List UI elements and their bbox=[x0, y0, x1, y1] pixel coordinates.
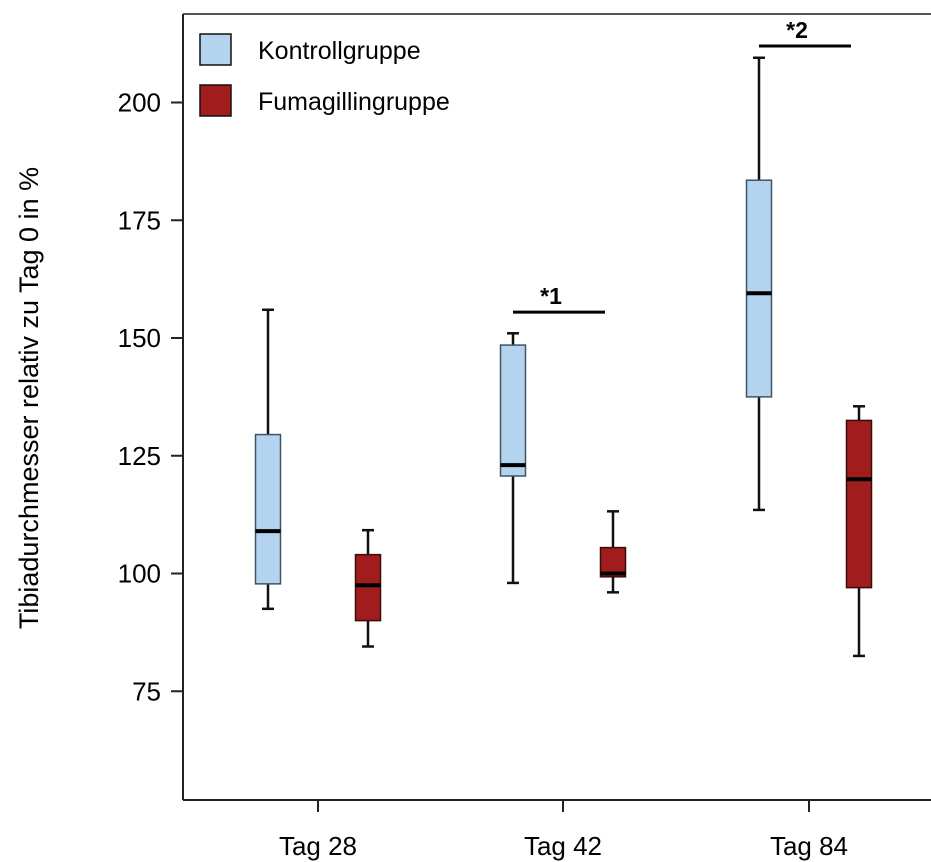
box-fumagillin-2 bbox=[845, 405, 873, 658]
x-tick-label: Tag 28 bbox=[279, 831, 357, 861]
x-tick-label: Tag 42 bbox=[524, 831, 602, 861]
plot-frame bbox=[182, 13, 931, 801]
legend-swatch-fumagillingruppe bbox=[199, 84, 232, 117]
legend-label: Kontrollgruppe bbox=[258, 37, 421, 65]
y-axis-title: Tibiadurchmesser relativ zu Tag 0 in % bbox=[14, 167, 44, 629]
x-tick-label: Tag 84 bbox=[770, 831, 848, 861]
legend: Kontrollgruppe Fumagillingruppe bbox=[199, 33, 450, 117]
box-iqr bbox=[354, 553, 382, 622]
box-iqr bbox=[499, 344, 527, 477]
box-kontroll-2 bbox=[745, 56, 773, 512]
y-tick-label: 200 bbox=[118, 88, 161, 118]
box-kontroll-0 bbox=[254, 308, 282, 611]
significance-annotations: *1 *2 bbox=[513, 17, 851, 314]
legend-swatch-kontrollgruppe bbox=[199, 33, 232, 66]
y-tick-label: 75 bbox=[132, 676, 161, 706]
legend-label: Fumagillingruppe bbox=[258, 88, 450, 116]
x-axis: Tag 28 Tag 42 Tag 84 bbox=[279, 800, 848, 861]
box-fumagillin-0 bbox=[354, 528, 382, 648]
box-kontroll-1 bbox=[499, 332, 527, 585]
box-iqr bbox=[845, 419, 873, 589]
y-axis: 75 100 125 150 175 200 bbox=[118, 88, 183, 706]
box-series bbox=[254, 56, 873, 658]
box-fumagillin-1 bbox=[599, 510, 627, 594]
y-tick-label: 175 bbox=[118, 205, 161, 235]
box-iqr bbox=[745, 179, 773, 398]
significance-label: *2 bbox=[786, 17, 808, 43]
y-tick-label: 100 bbox=[118, 559, 161, 589]
box-iqr bbox=[254, 433, 282, 585]
y-tick-label: 150 bbox=[118, 323, 161, 353]
y-tick-label: 125 bbox=[118, 441, 161, 471]
significance-label: *1 bbox=[540, 283, 562, 309]
